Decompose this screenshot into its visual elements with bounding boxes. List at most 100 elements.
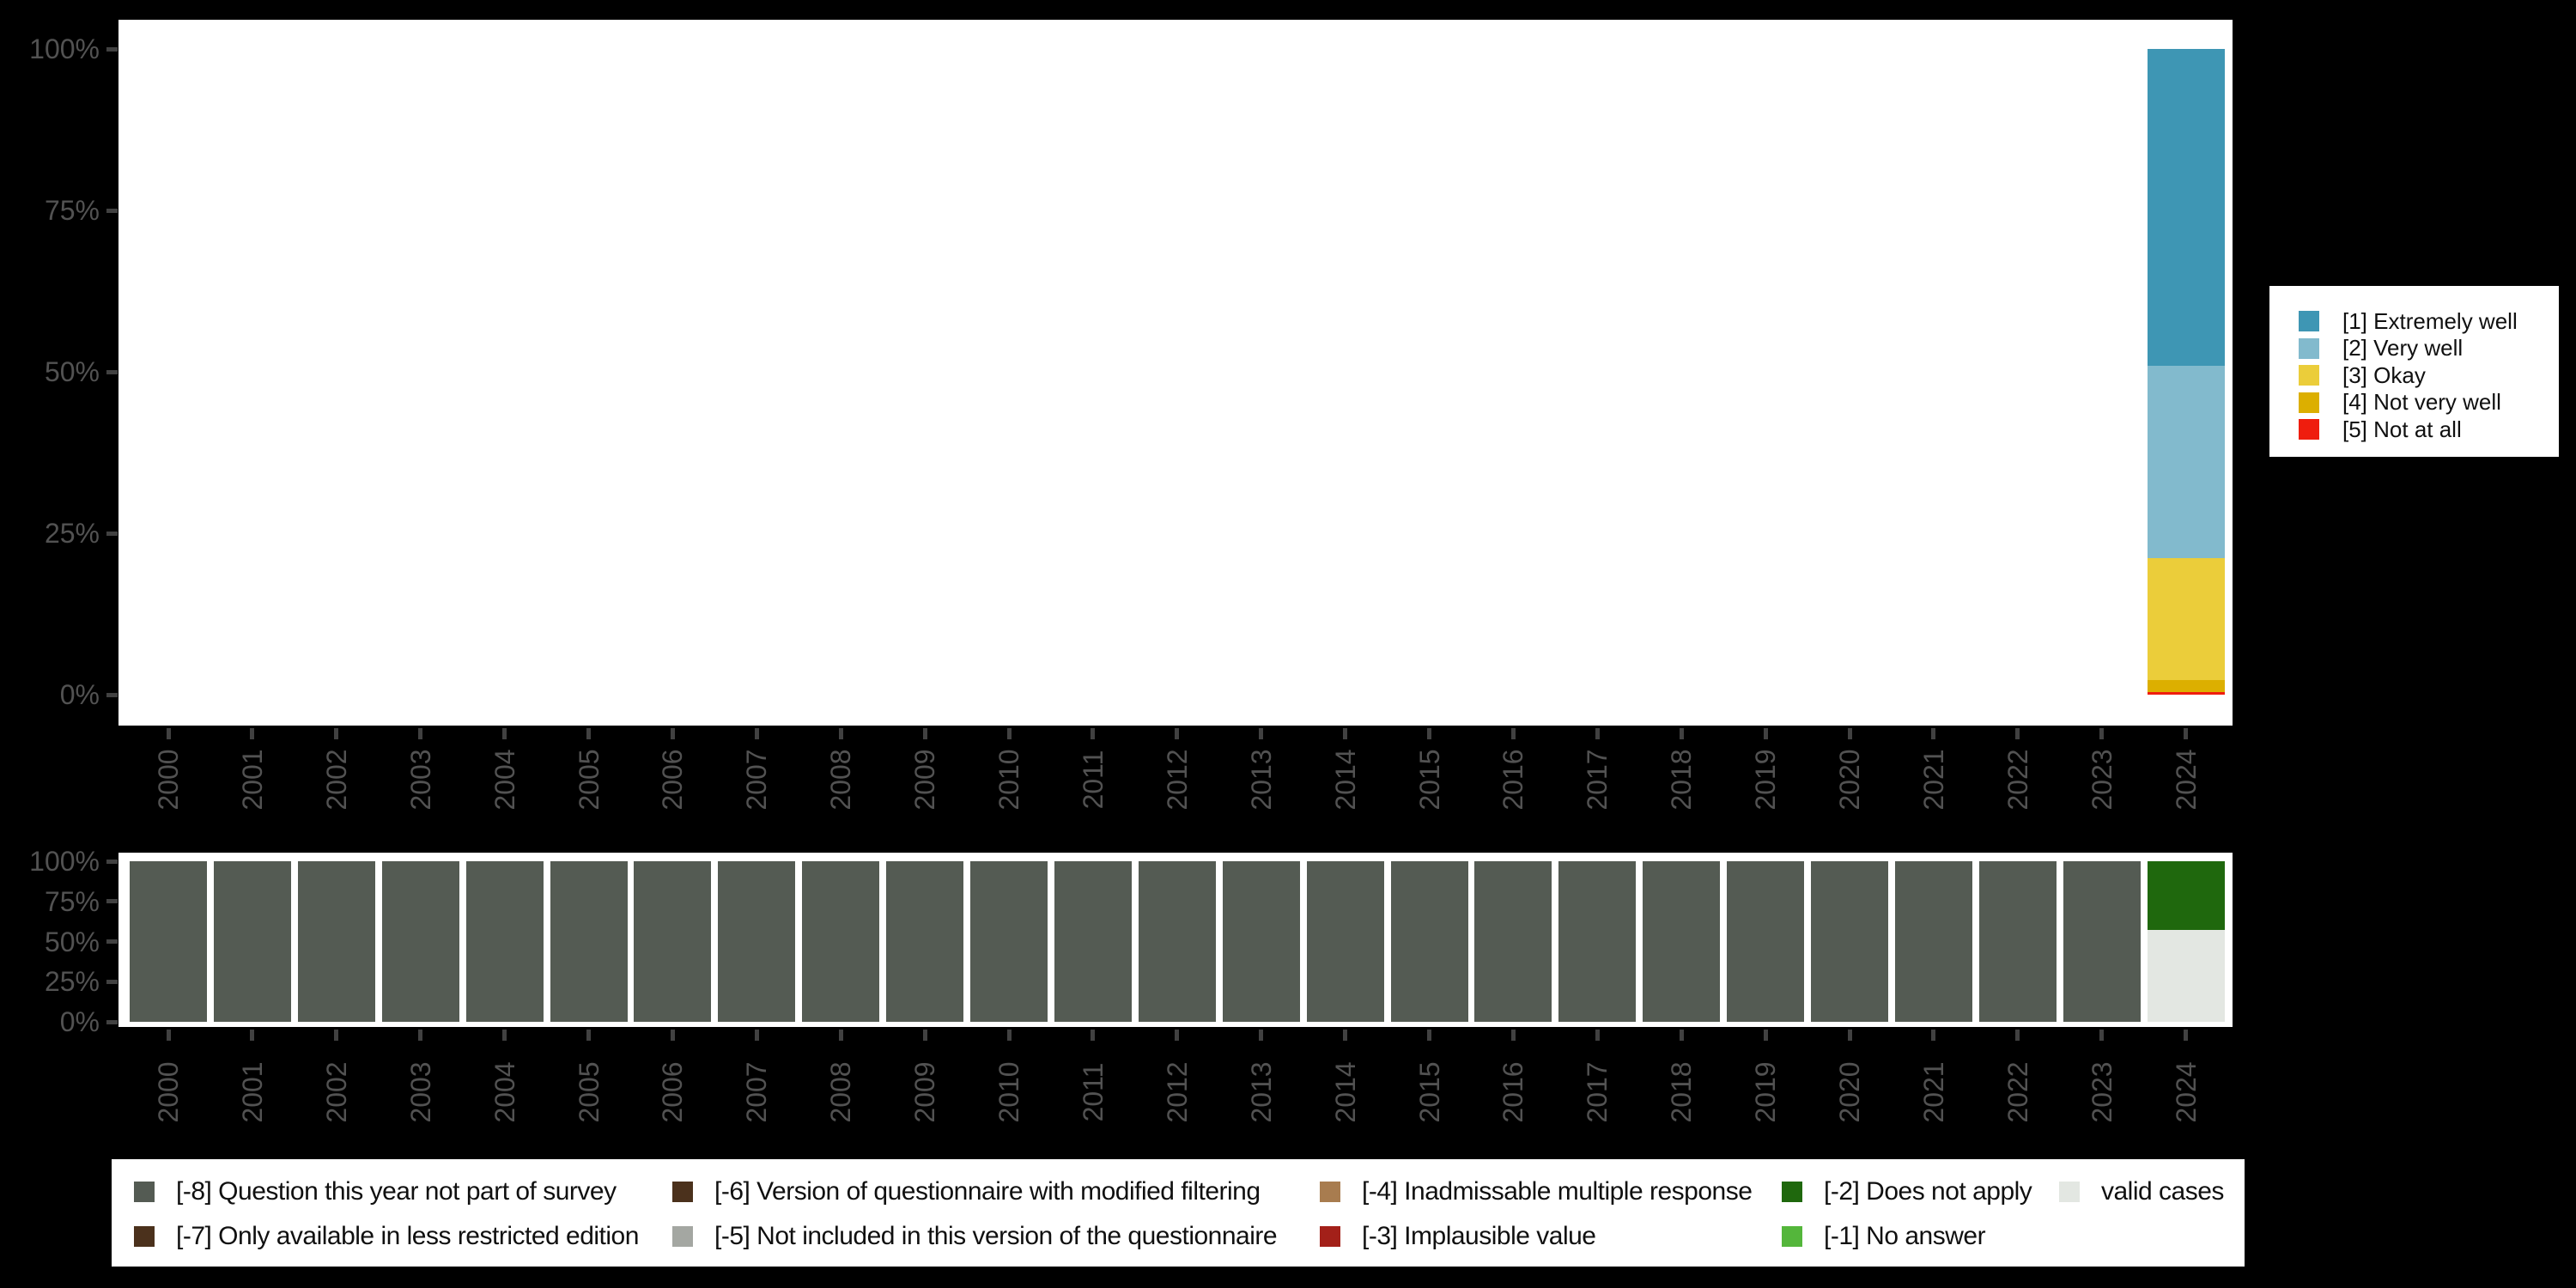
bar-2024 — [2147, 861, 2225, 1022]
answer-scale-legend: [1] Extremely well [2] Very well [3] Okay[… — [2269, 286, 2559, 457]
x-tick-label: 2023 — [2086, 749, 2117, 811]
bar-segment — [297, 861, 375, 1022]
bar-segment — [2147, 861, 2225, 931]
legend-label: [1] Extremely well — [2342, 307, 2518, 334]
y-tick — [106, 208, 118, 213]
x-tick-label: 2002 — [320, 1061, 352, 1123]
bar-2012 — [1138, 861, 1216, 1022]
legend-label: [-2] Does not apply — [1824, 1177, 2032, 1206]
legend-label: [-5] Not included in this version of the… — [714, 1222, 1278, 1250]
x-tick — [1679, 1030, 1684, 1041]
x-tick-label: 2010 — [993, 1061, 1024, 1123]
x-tick-label: 2012 — [1161, 749, 1193, 811]
x-tick-label: 2010 — [993, 749, 1024, 811]
legend-item: [-2] Does not apply — [1782, 1177, 2032, 1206]
x-tick — [922, 728, 927, 739]
bar-2020 — [1811, 861, 1888, 1022]
y-tick — [106, 369, 118, 374]
y-tick — [106, 939, 118, 944]
bar-segment — [1390, 861, 1468, 1022]
bar-2003 — [381, 861, 459, 1022]
x-tick — [1510, 728, 1516, 739]
y-tick — [106, 531, 118, 536]
x-tick — [1847, 728, 1852, 739]
x-tick — [1931, 728, 1936, 739]
x-tick — [1343, 1030, 1348, 1041]
bar-segment — [718, 861, 796, 1022]
bar-segment — [634, 861, 712, 1022]
bar-2002 — [297, 861, 375, 1022]
x-tick — [922, 1030, 927, 1041]
x-tick — [754, 728, 759, 739]
missing-chart-panel — [118, 853, 2233, 1027]
legend-item: [-6] Version of questionnaire with modif… — [672, 1177, 1261, 1206]
bar-segment — [802, 861, 880, 1022]
bar-segment — [1474, 861, 1552, 1022]
x-tick-label: 2023 — [2086, 1061, 2117, 1123]
bar-segment — [2147, 49, 2225, 367]
answer-chart-panel — [118, 20, 2233, 726]
bar-segment — [1643, 861, 1721, 1022]
x-tick — [1091, 1030, 1096, 1041]
x-tick — [1175, 728, 1180, 739]
x-tick-label: 2006 — [657, 749, 689, 811]
bar-segment — [1978, 861, 2057, 1022]
x-tick — [670, 728, 675, 739]
x-tick-label: 2000 — [153, 1061, 184, 1123]
x-tick-label: 2019 — [1750, 1061, 1782, 1123]
legend-item: [1] Extremely well — [2299, 308, 2518, 334]
missing-codes-legend: [-8] Question this year not part of surv… — [112, 1159, 2245, 1267]
x-tick — [2015, 728, 2020, 739]
legend-item: [-1] No answer — [1782, 1222, 1986, 1250]
x-tick — [1847, 1030, 1852, 1041]
bar-segment — [1727, 861, 1805, 1022]
bar-2000 — [130, 861, 207, 1022]
legend-swatch — [2299, 337, 2319, 359]
x-tick — [1006, 1030, 1012, 1041]
x-tick — [1427, 728, 1431, 739]
x-tick-label: 2007 — [741, 749, 773, 811]
x-tick — [1259, 728, 1264, 739]
bar-segment — [1222, 861, 1300, 1022]
bar-segment — [1054, 861, 1132, 1022]
x-tick-label: 2006 — [657, 1061, 689, 1123]
x-tick-label: 2007 — [741, 1061, 773, 1123]
bar-segment — [970, 861, 1048, 1022]
x-tick — [838, 728, 843, 739]
y-tick-label: 100% — [29, 33, 100, 64]
x-tick — [2184, 728, 2189, 739]
x-tick-label: 2009 — [909, 1061, 941, 1123]
x-tick — [250, 728, 255, 739]
bar-segment — [2147, 930, 2225, 1022]
x-tick — [1175, 1030, 1180, 1041]
x-tick — [418, 728, 423, 739]
bar-2006 — [634, 861, 712, 1022]
y-tick-label: 25% — [44, 966, 100, 998]
legend-item: [-8] Question this year not part of surv… — [134, 1177, 617, 1206]
bar-segment — [550, 861, 628, 1022]
legend-label: valid cases — [2101, 1177, 2224, 1206]
x-tick-label: 2009 — [909, 749, 941, 811]
y-tick — [106, 859, 118, 864]
bar-segment — [1811, 861, 1888, 1022]
legend-label: [2] Very well — [2342, 335, 2464, 361]
legend-label: [-6] Version of questionnaire with modif… — [714, 1177, 1261, 1206]
x-tick — [334, 1030, 339, 1041]
x-tick-label: 2021 — [1917, 1061, 1949, 1123]
y-tick-label: 0% — [59, 679, 100, 710]
x-tick — [754, 1030, 759, 1041]
legend-label: [-8] Question this year not part of surv… — [176, 1177, 617, 1206]
x-tick — [838, 1030, 843, 1041]
legend-swatch — [2299, 311, 2319, 331]
x-tick — [586, 1030, 591, 1041]
x-tick-label: 2014 — [1329, 1061, 1361, 1123]
x-tick-label: 2019 — [1750, 749, 1782, 811]
x-tick — [1091, 728, 1096, 739]
bar-segment — [2147, 366, 2225, 558]
x-tick-label: 2012 — [1161, 1061, 1193, 1123]
bar-2023 — [2063, 861, 2141, 1022]
x-tick-label: 2005 — [573, 749, 605, 811]
x-tick — [1510, 1030, 1516, 1041]
x-tick — [670, 1030, 675, 1041]
bar-2015 — [1390, 861, 1468, 1022]
